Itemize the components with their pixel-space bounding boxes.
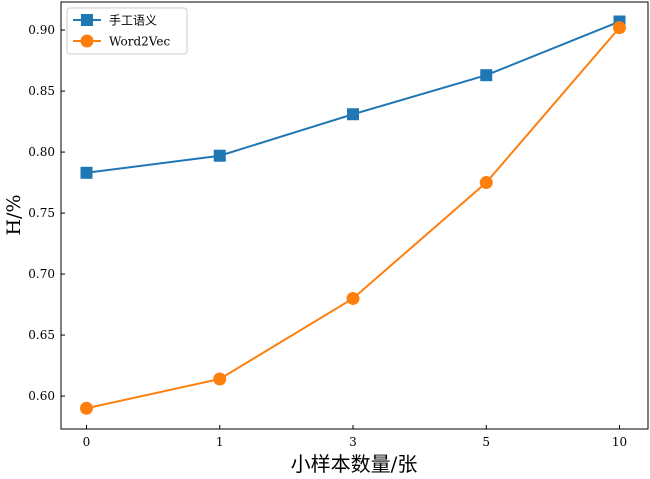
data-point-square: [80, 166, 93, 179]
y-axis-label: H/%: [3, 194, 25, 235]
legend: 手工语义 Word2Vec: [66, 7, 188, 55]
series-line-2: [86, 26, 621, 410]
data-point-square: [480, 69, 493, 82]
y-tick-label: 0.65: [28, 328, 55, 342]
y-tick-label: 0.80: [28, 145, 55, 159]
data-point-square: [347, 108, 359, 121]
y-tick-label: 0.90: [28, 23, 55, 37]
legend-marker-circle: [80, 34, 94, 48]
plot-frame: [60, 1, 649, 430]
y-tick-label: 0.70: [28, 267, 55, 281]
legend-label: 手工语义: [109, 14, 157, 28]
y-tick-label: 0.85: [28, 84, 55, 98]
data-point-circle: [479, 176, 493, 190]
legend-label: Word2Vec: [109, 35, 170, 49]
data-point-circle: [80, 401, 93, 415]
plot-area: [80, 15, 626, 415]
x-tick-label: 5: [482, 435, 490, 449]
x-tick-label: 0: [83, 435, 91, 449]
x-tick-label: 1: [216, 435, 224, 449]
y-tick-label: 0.75: [28, 206, 55, 220]
x-tick-label: 3: [349, 435, 357, 449]
data-point-circle: [613, 21, 626, 35]
y-tick-label: 0.60: [28, 389, 55, 403]
data-point-circle: [213, 372, 227, 386]
x-tick-label: 10: [612, 435, 627, 449]
legend-marker-square: [81, 14, 93, 26]
axes: 0 1 3 5 10 0.60 0.65 0.70 0.75 0.80 0.85 0.90: [28, 1, 649, 449]
x-axis-label: 小样本数量/张: [291, 452, 418, 476]
data-point-square: [213, 149, 226, 162]
data-point-circle: [346, 291, 360, 305]
